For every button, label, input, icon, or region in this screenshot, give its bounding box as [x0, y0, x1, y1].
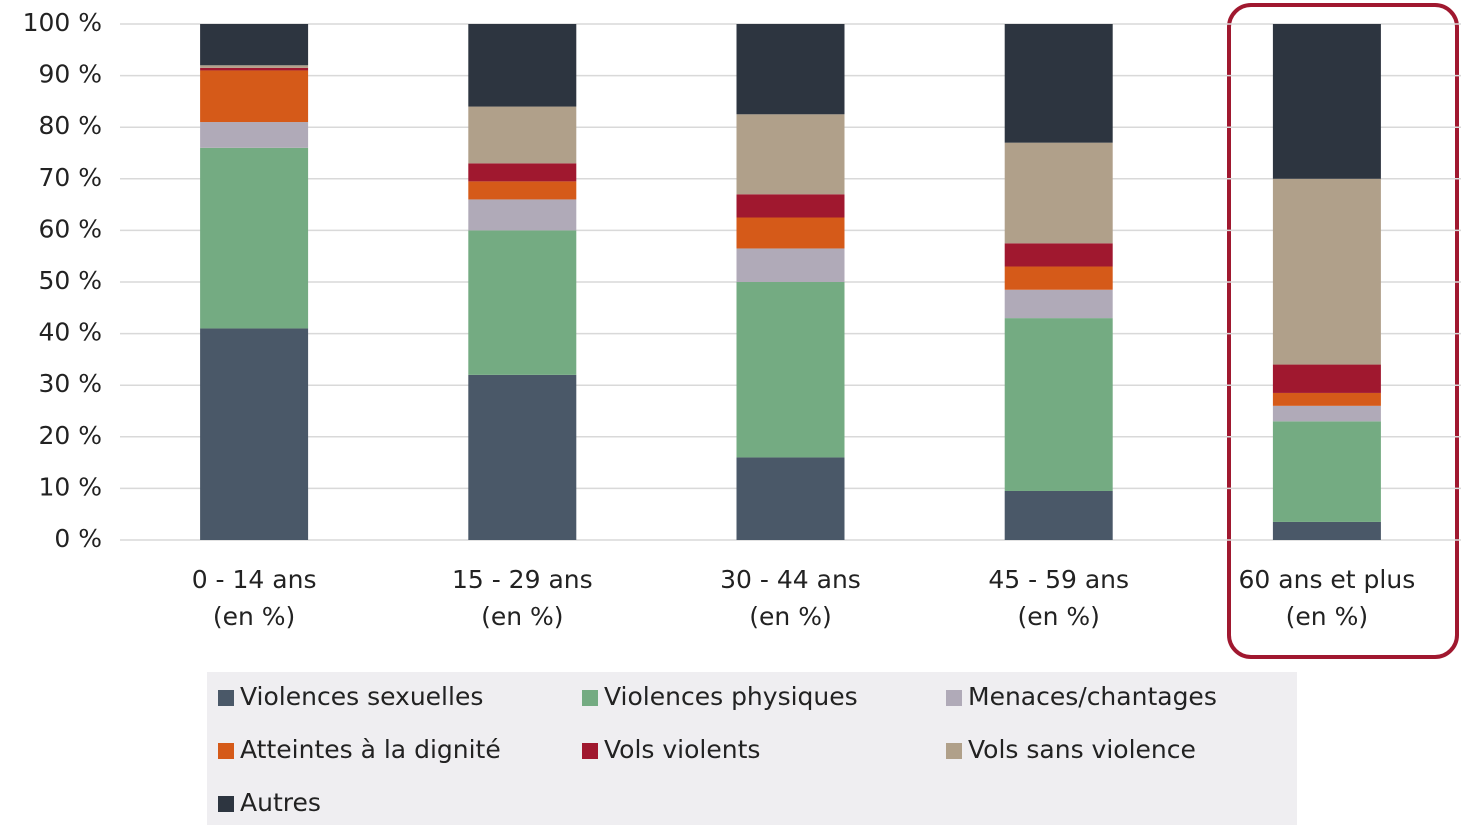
bar-segment	[1004, 318, 1113, 491]
y-tick-label: 100 %	[23, 8, 102, 37]
y-tick-label: 30 %	[38, 369, 102, 398]
legend-label: Autres	[240, 788, 321, 817]
legend-swatch	[946, 690, 962, 706]
legend-label: Violences physiques	[604, 682, 858, 711]
bar-segment	[200, 67, 309, 71]
bar-segment	[468, 24, 577, 107]
bar-segment	[1004, 243, 1113, 267]
y-tick-label: 70 %	[38, 163, 102, 192]
bar-segment	[1004, 289, 1113, 319]
bar-segment	[1004, 490, 1113, 540]
legend-label: Vols violents	[604, 735, 760, 764]
legend-label: Violences sexuelles	[240, 682, 483, 711]
legend-swatch	[582, 690, 598, 706]
y-tick-label: 40 %	[38, 318, 102, 347]
bar-segment	[1272, 405, 1381, 422]
bar-segment	[736, 194, 845, 218]
bar-segment	[736, 457, 845, 540]
bar-segment	[468, 199, 577, 231]
bar-segment	[1272, 521, 1381, 540]
x-tick-label: 45 - 59 ans (en %)	[988, 565, 1129, 631]
bar-segment	[1272, 24, 1381, 179]
bar-segment	[1004, 24, 1113, 143]
bar-segment	[468, 374, 577, 540]
bar-segment	[200, 65, 309, 68]
y-tick-label: 80 %	[38, 111, 102, 140]
bar-segment	[736, 217, 845, 249]
y-tick-label: 90 %	[38, 60, 102, 89]
bar-segment	[200, 70, 309, 123]
highlight-box	[1227, 3, 1459, 659]
bar-segment	[1004, 142, 1113, 244]
legend-background	[207, 672, 1297, 825]
bar-segment	[736, 282, 845, 458]
y-tick-label: 50 %	[38, 266, 102, 295]
x-tick-label: 15 - 29 ans (en %)	[452, 565, 593, 631]
bar-segment	[200, 147, 309, 329]
legend-label: Menaces/chantages	[968, 682, 1217, 711]
bar-segment	[468, 163, 577, 182]
bar-segment	[1272, 178, 1381, 365]
bar-segment	[200, 328, 309, 540]
legend-swatch	[582, 743, 598, 759]
bar-segment	[736, 24, 845, 115]
y-tick-label: 10 %	[38, 472, 102, 501]
legend-swatch	[218, 690, 234, 706]
legend-label: Vols sans violence	[968, 735, 1196, 764]
bar-segment	[468, 106, 577, 164]
bar-segment	[1004, 266, 1113, 290]
y-tick-label: 20 %	[38, 421, 102, 450]
legend-swatch	[946, 743, 962, 759]
bar-segment	[468, 181, 577, 200]
y-tick-label: 0 %	[54, 524, 102, 553]
legend-swatch	[218, 743, 234, 759]
bar-segment	[736, 114, 845, 195]
bar-segment	[1272, 421, 1381, 522]
legend-label: Atteintes à la dignité	[240, 735, 501, 764]
bar-segment	[200, 24, 309, 66]
bar-segment	[736, 248, 845, 282]
x-tick-label: 0 - 14 ans (en %)	[192, 565, 317, 631]
y-tick-label: 60 %	[38, 214, 102, 243]
bar-segment	[200, 122, 309, 148]
x-tick-label: 60 ans et plus (en %)	[1239, 565, 1416, 631]
bar-segment	[1272, 364, 1381, 393]
x-tick-label: 30 - 44 ans (en %)	[720, 565, 861, 631]
bar-segment	[468, 230, 577, 375]
bar-segment	[1272, 392, 1381, 406]
legend-swatch	[218, 796, 234, 812]
